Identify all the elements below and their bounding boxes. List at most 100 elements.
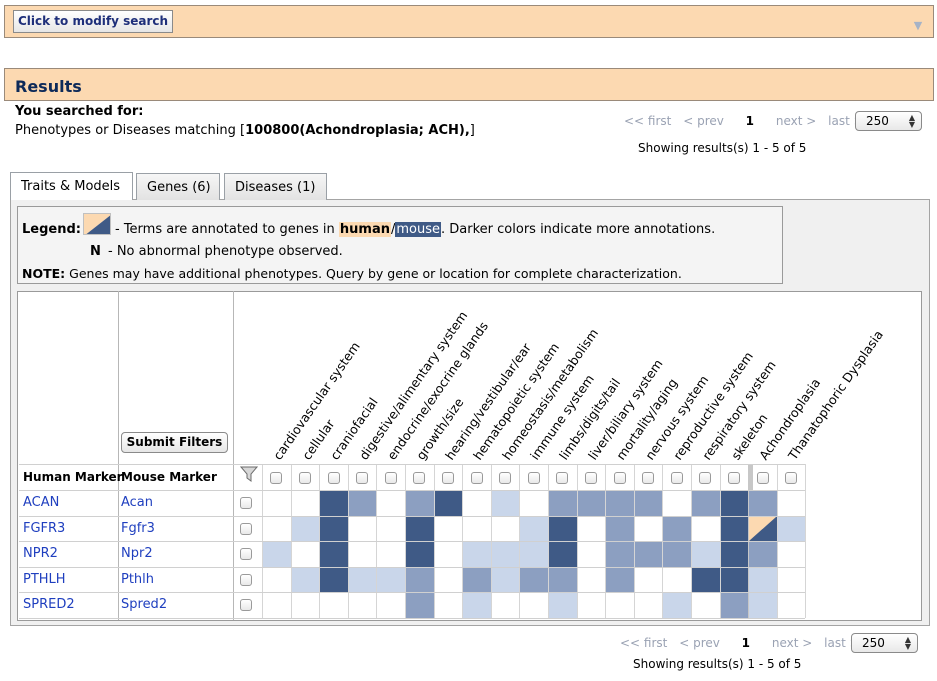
phenotype-cell[interactable] (291, 516, 320, 541)
column-filter-checkbox[interactable] (270, 472, 283, 484)
pager-next-link[interactable]: next > (775, 114, 817, 128)
phenotype-cell[interactable] (749, 491, 777, 516)
phenotype-cell[interactable] (606, 567, 634, 592)
column-filter-checkbox[interactable] (642, 472, 655, 484)
phenotype-cell[interactable] (549, 542, 577, 567)
row-select-checkbox[interactable] (240, 599, 252, 611)
human-marker-link[interactable]: SPRED2 (23, 597, 75, 612)
row-select-checkbox[interactable] (240, 497, 252, 509)
phenotype-cell[interactable] (692, 542, 720, 567)
phenotype-cell[interactable] (263, 593, 291, 618)
column-filter-checkbox[interactable] (298, 472, 311, 484)
per-page-select-bottom[interactable]: 250 ▲ ▼ (851, 633, 918, 653)
phenotype-cell[interactable] (634, 491, 663, 516)
phenotype-cell[interactable] (720, 542, 749, 567)
row-select-checkbox[interactable] (240, 522, 252, 535)
column-filter-checkbox[interactable] (413, 472, 426, 484)
phenotype-cell[interactable] (463, 567, 491, 592)
pager-prev-link[interactable]: < prev (683, 114, 724, 128)
phenotype-cell[interactable] (777, 491, 806, 516)
column-filter-checkbox[interactable] (613, 472, 626, 484)
phenotype-cell[interactable] (606, 542, 634, 567)
mouse-marker-link[interactable]: Fgfr3 (121, 520, 155, 536)
phenotype-cell[interactable] (491, 567, 520, 592)
phenotype-cell[interactable] (577, 542, 606, 567)
phenotype-cell[interactable] (663, 542, 691, 567)
phenotype-cell[interactable] (463, 516, 491, 541)
phenotype-cell[interactable] (434, 593, 463, 618)
phenotype-cell[interactable] (291, 491, 320, 516)
phenotype-cell[interactable] (720, 516, 749, 541)
modify-search-button[interactable]: Click to modify search (13, 10, 174, 33)
phenotype-cell[interactable] (348, 516, 377, 541)
mouse-marker-link[interactable]: Spred2 (121, 597, 168, 612)
phenotype-cell[interactable] (663, 516, 691, 541)
column-filter-checkbox[interactable] (670, 472, 683, 484)
mouse-marker-link[interactable]: Acan (121, 495, 154, 510)
phenotype-cell[interactable] (320, 567, 348, 592)
phenotype-cell[interactable] (606, 593, 634, 618)
column-filter-checkbox[interactable] (384, 472, 397, 484)
tab-genes[interactable]: Genes (6) (136, 173, 220, 200)
row-select-checkbox[interactable] (240, 573, 252, 586)
pager-first-link-bottom[interactable]: << first (620, 636, 668, 650)
human-marker-link[interactable]: FGFR3 (23, 520, 66, 536)
phenotype-cell[interactable] (463, 491, 491, 516)
phenotype-cell[interactable] (577, 516, 606, 541)
phenotype-cell[interactable] (606, 516, 634, 541)
pager-next-link-bottom[interactable]: next > (771, 636, 813, 650)
phenotype-cell[interactable] (577, 491, 606, 516)
phenotype-cell[interactable] (377, 516, 405, 541)
phenotype-cell[interactable] (320, 516, 348, 541)
column-filter-checkbox[interactable] (470, 472, 483, 484)
phenotype-cell[interactable] (263, 491, 291, 516)
phenotype-cell[interactable] (377, 491, 405, 516)
phenotype-cell[interactable] (606, 491, 634, 516)
phenotype-cell[interactable] (749, 593, 777, 618)
phenotype-cell[interactable] (663, 567, 691, 592)
phenotype-cell[interactable] (463, 593, 491, 618)
phenotype-cell[interactable] (406, 567, 434, 592)
column-filter-checkbox[interactable] (727, 472, 740, 484)
phenotype-cell[interactable] (291, 567, 320, 592)
phenotype-cell[interactable] (263, 516, 291, 541)
phenotype-cell[interactable] (491, 593, 520, 618)
mouse-marker-link[interactable]: Pthlh (121, 571, 155, 587)
phenotype-cell[interactable] (549, 516, 577, 541)
phenotype-cell[interactable] (434, 542, 463, 567)
column-filter-checkbox[interactable] (556, 472, 569, 484)
phenotype-cell[interactable] (634, 542, 663, 567)
phenotype-cell[interactable] (406, 593, 434, 618)
human-marker-link[interactable]: PTHLH (23, 571, 66, 587)
pager-prev-link-bottom[interactable]: < prev (679, 636, 720, 650)
phenotype-cell[interactable] (377, 593, 405, 618)
pager-first-link[interactable]: << first (624, 114, 672, 128)
phenotype-cell[interactable] (263, 567, 291, 592)
column-filter-checkbox[interactable] (699, 472, 712, 484)
phenotype-cell[interactable] (777, 567, 806, 592)
phenotype-cell[interactable] (320, 542, 348, 567)
phenotype-cell[interactable] (692, 516, 720, 541)
phenotype-cell[interactable] (777, 593, 806, 618)
phenotype-cell[interactable] (634, 567, 663, 592)
phenotype-cell[interactable] (434, 491, 463, 516)
column-filter-checkbox[interactable] (785, 472, 798, 484)
phenotype-cell[interactable] (720, 593, 749, 618)
column-filter-checkbox[interactable] (327, 472, 340, 484)
phenotype-cell[interactable] (663, 491, 691, 516)
phenotype-cell[interactable] (692, 491, 720, 516)
phenotype-cell[interactable] (520, 593, 548, 618)
phenotype-cell[interactable] (720, 567, 749, 592)
phenotype-cell[interactable] (263, 542, 291, 567)
phenotype-cell[interactable] (406, 491, 434, 516)
phenotype-cell[interactable] (634, 516, 663, 541)
phenotype-cell[interactable] (491, 516, 520, 541)
phenotype-cell[interactable] (320, 491, 348, 516)
human-marker-link[interactable]: ACAN (23, 495, 60, 510)
column-filter-checkbox[interactable] (441, 472, 454, 484)
submit-filters-button[interactable]: Submit Filters (121, 432, 228, 453)
filter-funnel-icon[interactable] (240, 466, 258, 482)
phenotype-cell[interactable] (749, 567, 777, 592)
phenotype-cell[interactable] (491, 491, 520, 516)
phenotype-cell[interactable] (320, 593, 348, 618)
